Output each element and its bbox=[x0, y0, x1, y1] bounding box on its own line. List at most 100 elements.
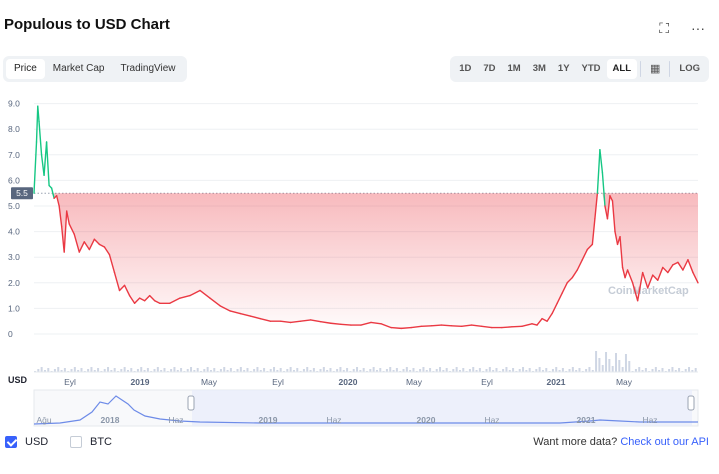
range-3m[interactable]: 3M bbox=[532, 63, 546, 74]
range-ytd[interactable]: YTD bbox=[581, 63, 601, 74]
volume-bar bbox=[312, 368, 315, 372]
volume-bar bbox=[568, 369, 571, 372]
volume-bar bbox=[551, 369, 554, 372]
price-area-fill bbox=[34, 193, 698, 329]
volume-bar bbox=[73, 367, 76, 372]
volume-bar bbox=[352, 369, 355, 372]
volume-bar bbox=[322, 367, 325, 372]
volume-bar bbox=[246, 368, 249, 372]
volume-bar bbox=[525, 370, 528, 372]
price-line-segment bbox=[50, 187, 55, 200]
volume-bar bbox=[223, 367, 226, 372]
volume-bar bbox=[392, 370, 395, 372]
navigator-tick-label: 2021 bbox=[577, 415, 596, 425]
price-line-segment bbox=[626, 269, 634, 284]
price-line-segment bbox=[330, 322, 342, 325]
volume-bar bbox=[538, 367, 541, 372]
volume-bar bbox=[608, 359, 611, 372]
price-line-segment bbox=[541, 317, 548, 322]
volume-bar bbox=[561, 368, 564, 372]
volume-bar bbox=[229, 368, 232, 372]
range-all[interactable]: ALL bbox=[606, 59, 637, 79]
volume-bar bbox=[618, 360, 621, 372]
navigator-handle-right bbox=[687, 395, 695, 411]
price-line-segment bbox=[98, 243, 106, 248]
more-icon[interactable]: ··· bbox=[691, 20, 705, 36]
range-1d[interactable]: 1D bbox=[459, 63, 472, 74]
volume-bar bbox=[641, 370, 644, 372]
volume-bar bbox=[385, 369, 388, 372]
price-line-segment bbox=[299, 319, 312, 322]
price-line-segment bbox=[370, 321, 382, 325]
price-line-segment bbox=[646, 274, 654, 289]
navigator-tick-label: Haz bbox=[168, 415, 183, 425]
price-line-segment bbox=[239, 312, 252, 317]
price-line-segment bbox=[521, 323, 533, 328]
api-promo-text: Want more data? bbox=[533, 436, 618, 448]
volume-bar bbox=[186, 369, 189, 372]
price-line-segment bbox=[410, 325, 423, 329]
volume-bar bbox=[512, 368, 515, 372]
calendar-icon[interactable]: ▦ bbox=[650, 63, 661, 75]
volume-bar bbox=[458, 370, 461, 372]
volume-bar bbox=[37, 369, 40, 372]
x-tick-label: Eyl bbox=[64, 377, 76, 387]
x-tick-label: 2021 bbox=[547, 377, 566, 387]
volume-bar bbox=[395, 368, 398, 372]
tab-tradingview[interactable]: TradingView bbox=[120, 63, 176, 74]
volume-bar bbox=[289, 367, 292, 372]
price-line-segment bbox=[591, 218, 596, 246]
api-link[interactable]: Check out our API bbox=[620, 436, 709, 448]
y-tick-label: 0 bbox=[8, 329, 13, 339]
price-line-segment bbox=[430, 324, 443, 327]
log-toggle[interactable]: LOG bbox=[679, 63, 700, 74]
price-chart[interactable]: 9.0 8.0 7.0 6.0 5.0 4.0 3.0 2.0 1.0 0 5.5 CoinMarke… bbox=[0, 90, 719, 430]
navigator-tick-label: Haz bbox=[642, 415, 657, 425]
range-1y[interactable]: 1Y bbox=[557, 63, 570, 74]
volume-bar bbox=[379, 368, 382, 372]
volume-bar bbox=[651, 369, 654, 372]
x-tick-label: 2020 bbox=[339, 377, 358, 387]
volume-bar bbox=[445, 368, 448, 372]
volume-bar bbox=[110, 370, 113, 372]
volume-bar bbox=[173, 367, 176, 372]
volume-bar bbox=[306, 367, 309, 372]
expand-icon[interactable]: ⛶ bbox=[659, 20, 669, 36]
price-line-segment bbox=[78, 241, 86, 253]
price-line-segment bbox=[309, 319, 322, 323]
price-line-segment bbox=[390, 326, 402, 330]
volume-bar bbox=[495, 368, 498, 372]
volume-bar bbox=[356, 367, 359, 372]
volume-bar bbox=[375, 370, 378, 372]
range-selector: 1D 7D 1M 3M 1Y YTD ALL ▦ LOG bbox=[450, 56, 709, 82]
price-line-segment bbox=[73, 233, 80, 253]
usd-checkbox[interactable]: USD bbox=[5, 436, 48, 448]
x-tick-label: May bbox=[616, 377, 633, 387]
volume-bar bbox=[90, 367, 93, 372]
volume-bar bbox=[591, 370, 594, 372]
range-7d[interactable]: 7D bbox=[483, 63, 496, 74]
price-line-segment bbox=[259, 317, 272, 322]
price-line-segment bbox=[609, 195, 614, 202]
tab-price[interactable]: Price bbox=[6, 59, 45, 79]
price-line-segment bbox=[169, 297, 181, 304]
price-line-segment bbox=[586, 243, 594, 251]
price-line-segment bbox=[657, 266, 664, 281]
price-line-segment bbox=[450, 325, 463, 328]
price-line-segment bbox=[83, 241, 91, 251]
volume-bar bbox=[571, 367, 574, 372]
price-line-segment bbox=[581, 248, 589, 261]
watermark: CoinMarketCap bbox=[608, 285, 689, 297]
price-line-segment bbox=[501, 326, 513, 329]
tab-market-cap[interactable]: Market Cap bbox=[52, 63, 105, 74]
price-line-segment bbox=[179, 294, 191, 299]
volume-bar bbox=[93, 370, 96, 372]
volume-bar bbox=[136, 369, 139, 372]
price-line-segment bbox=[148, 294, 156, 302]
volume-bar bbox=[439, 367, 442, 372]
volume-bar bbox=[80, 368, 83, 372]
usd-label: USD bbox=[25, 436, 49, 448]
price-line-segment bbox=[682, 259, 689, 271]
range-1m[interactable]: 1M bbox=[507, 63, 521, 74]
btc-checkbox[interactable]: BTC bbox=[70, 436, 112, 448]
